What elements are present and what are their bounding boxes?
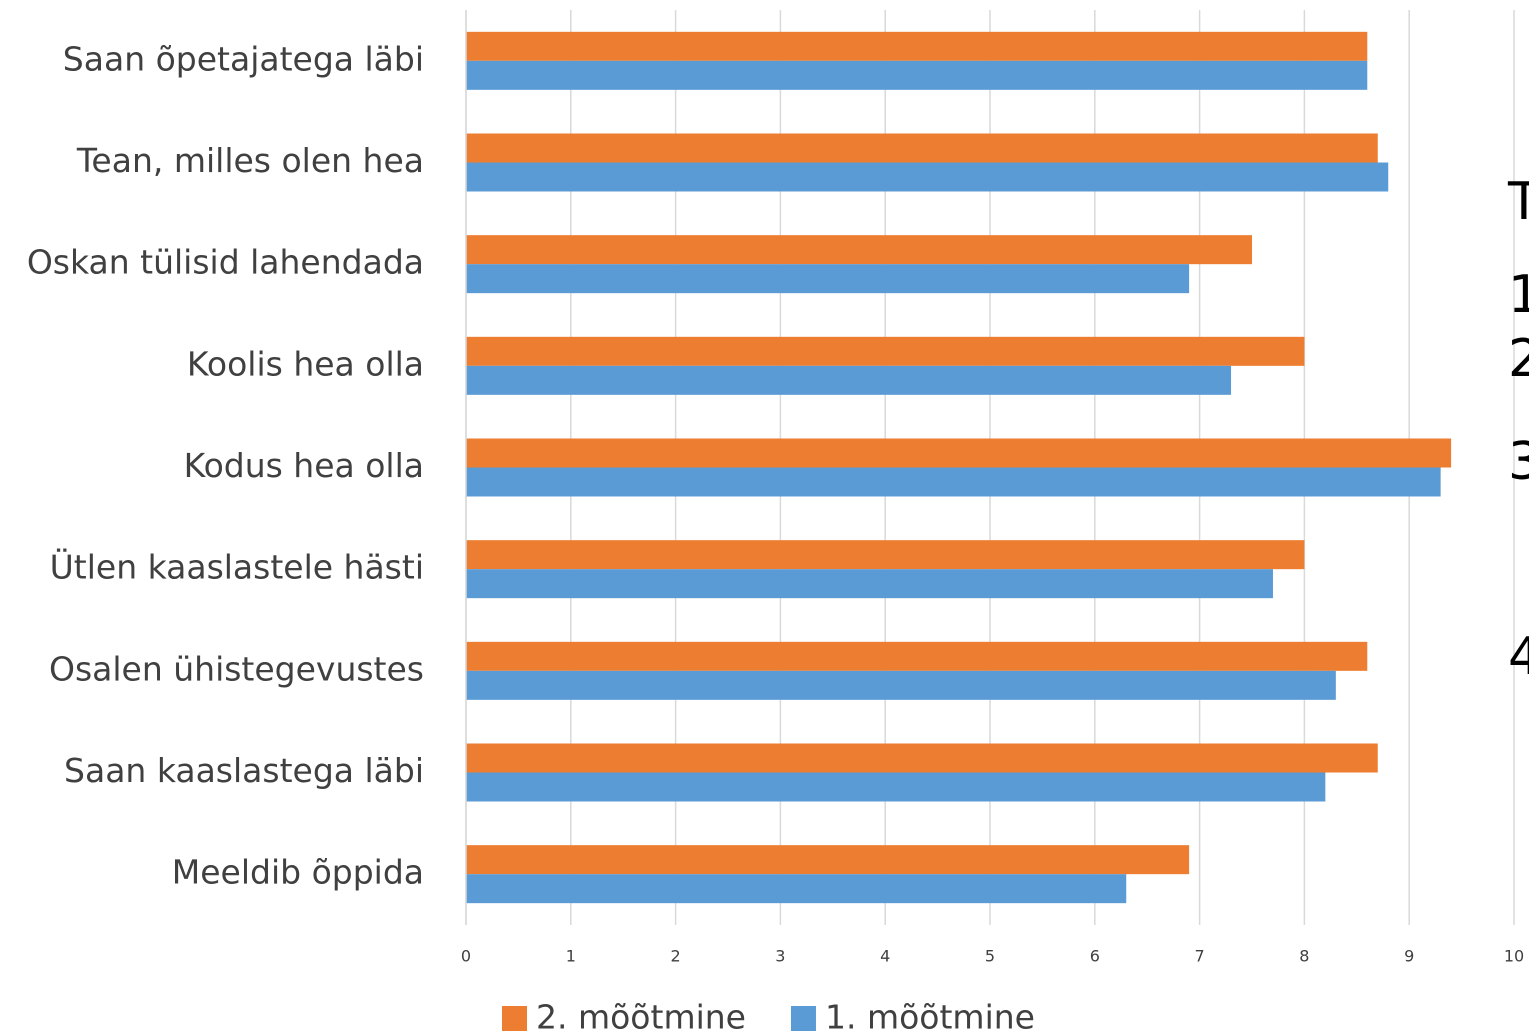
bar: [466, 336, 1305, 366]
bar: [466, 365, 1232, 395]
x-tick-label: 6: [1090, 947, 1100, 966]
bar: [466, 467, 1441, 497]
y-tick-label: Osalen ühistegevustes: [49, 649, 424, 688]
y-tick-label: Ütlen kaaslastele hästi: [50, 547, 424, 587]
bar: [466, 569, 1273, 599]
annotation: TU: [1507, 172, 1529, 232]
y-tick-label: Tean, milles olen hea: [76, 141, 424, 180]
bar: [466, 540, 1305, 570]
x-tick-label: 8: [1299, 947, 1309, 966]
annotation: 4.: [1508, 627, 1529, 687]
bar: [466, 438, 1452, 468]
bar: [466, 743, 1378, 773]
x-tick-label: 9: [1404, 947, 1414, 966]
bar: [466, 845, 1190, 875]
x-tick-label: 10: [1504, 947, 1524, 966]
bar: [466, 235, 1252, 265]
x-tick-label: 4: [880, 947, 890, 966]
bar: [466, 162, 1389, 192]
bar: [466, 772, 1326, 802]
x-tick-label: 7: [1195, 947, 1205, 966]
bar: [466, 133, 1378, 163]
y-tick-label: Kodus hea olla: [184, 446, 424, 485]
y-tick-label: Saan kaaslastega läbi: [64, 751, 424, 790]
legend-label: 1. mõõtmine: [825, 998, 1035, 1035]
y-tick-label: Saan õpetajatega läbi: [63, 39, 424, 78]
bar: [466, 670, 1336, 700]
bar: [466, 264, 1190, 294]
annotation: 2.: [1508, 329, 1529, 389]
legend-label: 2. mõõtmine: [536, 998, 746, 1035]
legend-swatch: [790, 1006, 816, 1031]
legend-swatch: [502, 1006, 527, 1031]
x-tick-label: 3: [775, 947, 785, 966]
x-tick-label: 5: [985, 947, 995, 966]
annotation: 1.: [1508, 265, 1529, 325]
bar: [466, 31, 1368, 61]
y-tick-label: Oskan tülisid lahendada: [27, 243, 424, 282]
x-tick-label: 1: [566, 947, 576, 966]
y-tick-label: Meeldib õppida: [172, 853, 424, 892]
x-tick-label: 2: [671, 947, 681, 966]
y-tick-label: Koolis hea olla: [187, 344, 424, 383]
annotation: 3.: [1508, 432, 1529, 492]
x-tick-label: 0: [461, 947, 471, 966]
bar: [466, 641, 1368, 671]
bar: [466, 874, 1127, 904]
bar: [466, 60, 1368, 90]
